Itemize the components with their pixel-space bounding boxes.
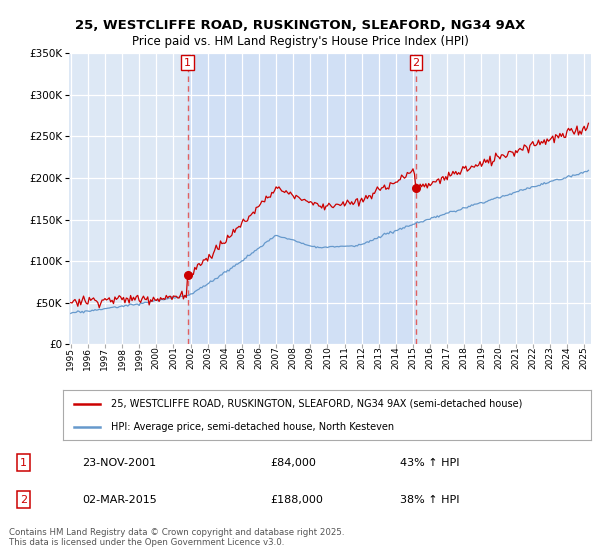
Text: Price paid vs. HM Land Registry's House Price Index (HPI): Price paid vs. HM Land Registry's House … xyxy=(131,35,469,49)
Text: 2015: 2015 xyxy=(409,347,418,370)
Text: 2001: 2001 xyxy=(169,347,178,370)
Bar xyxy=(188,53,416,344)
Text: 2: 2 xyxy=(412,58,419,68)
Text: 2024: 2024 xyxy=(563,347,572,369)
Text: 2003: 2003 xyxy=(203,347,212,370)
Text: £188,000: £188,000 xyxy=(271,494,323,505)
Text: 2014: 2014 xyxy=(391,347,400,369)
Text: 38% ↑ HPI: 38% ↑ HPI xyxy=(400,494,460,505)
Text: 2009: 2009 xyxy=(306,347,315,370)
Text: 2020: 2020 xyxy=(494,347,503,369)
Text: HPI: Average price, semi-detached house, North Kesteven: HPI: Average price, semi-detached house,… xyxy=(110,422,394,432)
Text: 1: 1 xyxy=(184,58,191,68)
Text: 2000: 2000 xyxy=(152,347,161,370)
Text: 1998: 1998 xyxy=(118,347,127,370)
Text: 2002: 2002 xyxy=(186,347,195,369)
Text: 2013: 2013 xyxy=(374,347,383,370)
Text: 2025: 2025 xyxy=(580,347,589,369)
Text: 2004: 2004 xyxy=(220,347,229,369)
Text: Contains HM Land Registry data © Crown copyright and database right 2025.
This d: Contains HM Land Registry data © Crown c… xyxy=(9,528,344,547)
Text: 1997: 1997 xyxy=(100,347,109,370)
Text: 2018: 2018 xyxy=(460,347,469,370)
Text: 2021: 2021 xyxy=(511,347,520,369)
Text: 2006: 2006 xyxy=(254,347,263,370)
Text: 2019: 2019 xyxy=(477,347,486,370)
Text: 2010: 2010 xyxy=(323,347,332,370)
Text: 2017: 2017 xyxy=(443,347,452,370)
Text: 1: 1 xyxy=(20,458,27,468)
Text: 02-MAR-2015: 02-MAR-2015 xyxy=(82,494,157,505)
Text: 2016: 2016 xyxy=(425,347,434,370)
Text: 23-NOV-2001: 23-NOV-2001 xyxy=(82,458,157,468)
Text: 43% ↑ HPI: 43% ↑ HPI xyxy=(400,458,460,468)
Text: 25, WESTCLIFFE ROAD, RUSKINGTON, SLEAFORD, NG34 9AX (semi-detached house): 25, WESTCLIFFE ROAD, RUSKINGTON, SLEAFOR… xyxy=(110,399,522,409)
Text: 2007: 2007 xyxy=(272,347,281,370)
Text: 2011: 2011 xyxy=(340,347,349,370)
Text: 1995: 1995 xyxy=(66,347,75,370)
Text: 2005: 2005 xyxy=(238,347,247,370)
Text: 25, WESTCLIFFE ROAD, RUSKINGTON, SLEAFORD, NG34 9AX: 25, WESTCLIFFE ROAD, RUSKINGTON, SLEAFOR… xyxy=(75,18,525,32)
Text: 2022: 2022 xyxy=(529,347,538,369)
Text: £84,000: £84,000 xyxy=(271,458,316,468)
Text: 1996: 1996 xyxy=(83,347,92,370)
Text: 2023: 2023 xyxy=(545,347,554,369)
Text: 2008: 2008 xyxy=(289,347,298,370)
Text: 2: 2 xyxy=(20,494,27,505)
Text: 2012: 2012 xyxy=(357,347,366,369)
Text: 1999: 1999 xyxy=(134,347,143,370)
